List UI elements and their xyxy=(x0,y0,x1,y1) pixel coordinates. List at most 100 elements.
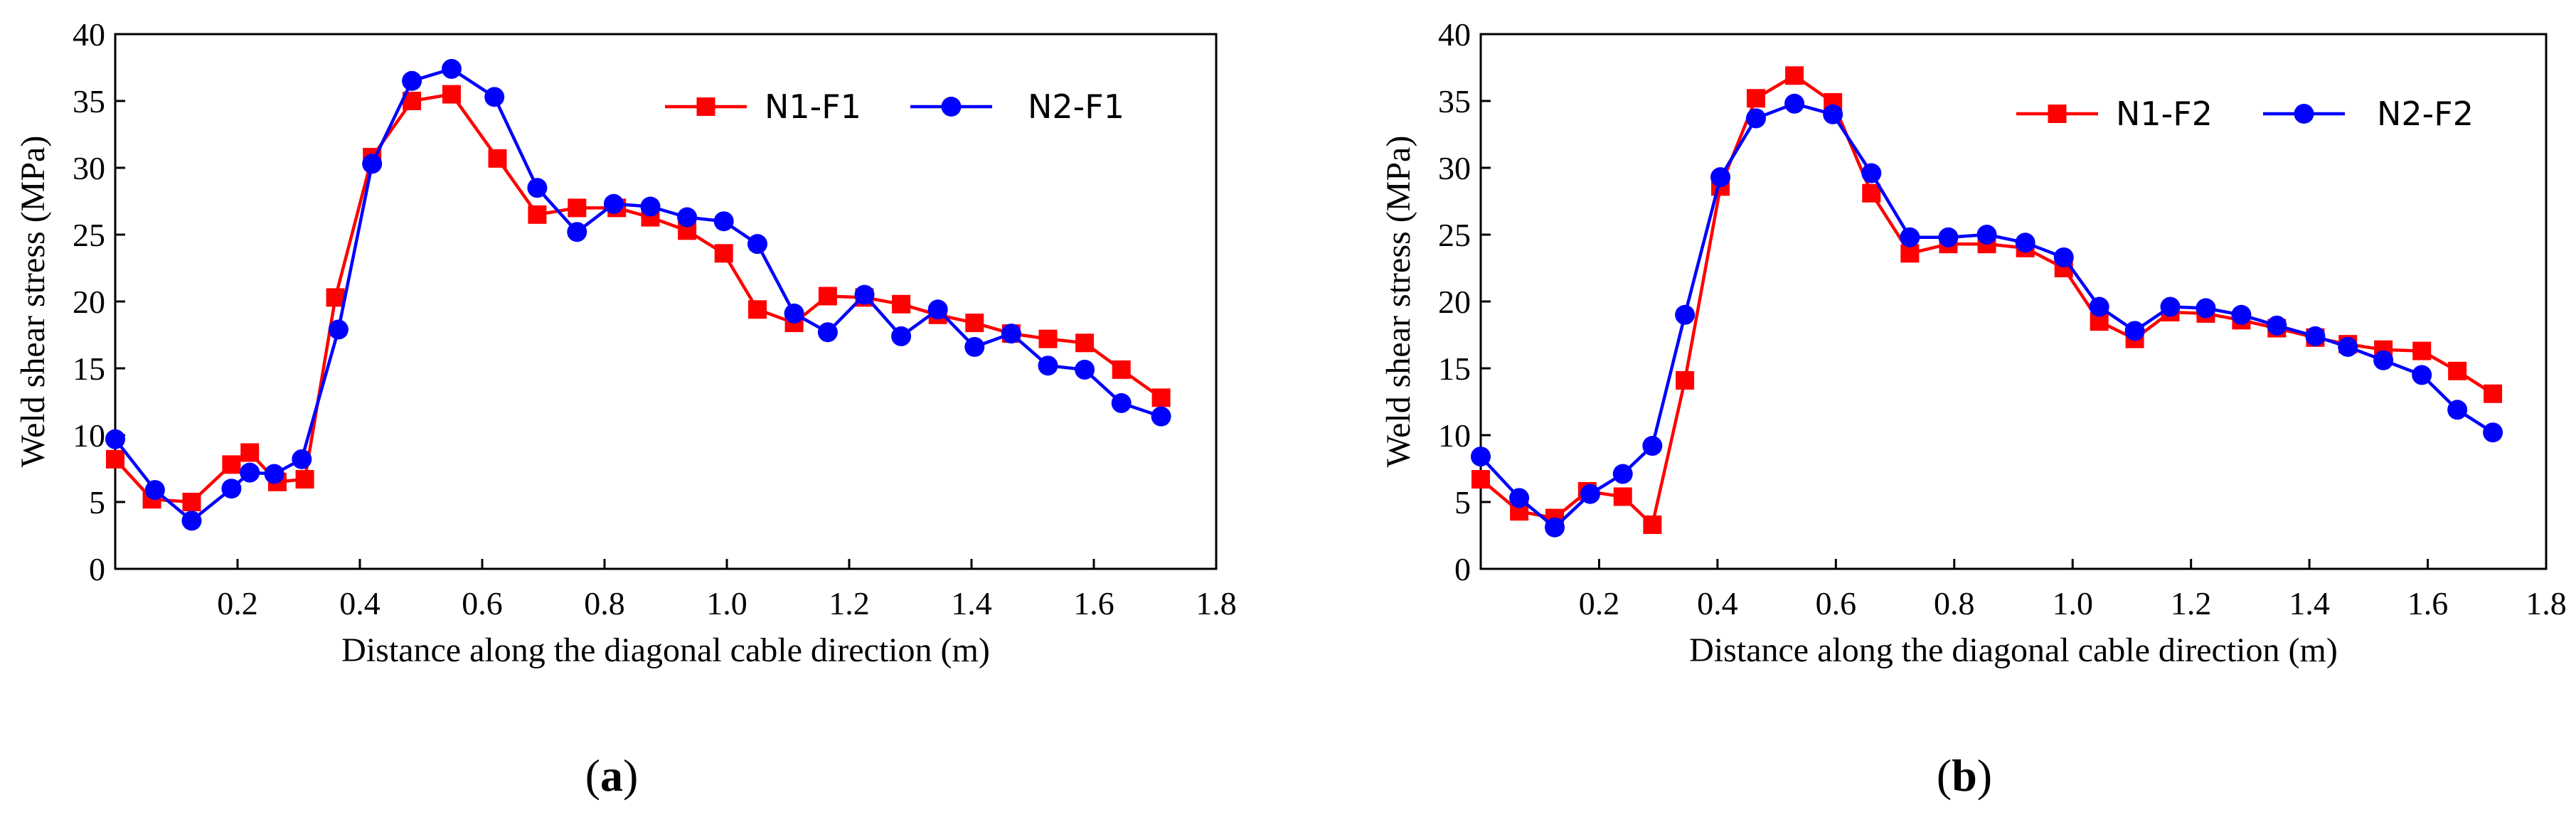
panel-b-y-tick-label: 5 xyxy=(1454,484,1471,520)
panel-a-series-n2-f1-point xyxy=(362,154,383,174)
panel-b-x-tick-label: 1.4 xyxy=(2289,585,2330,621)
panel-b-y-axis-title: Weld shear stress (MPa) xyxy=(1380,136,1417,468)
panel-b-series-n2-f2-point xyxy=(2196,298,2216,319)
panel-a-series-n1-f1-point xyxy=(1038,329,1058,348)
panel-a-series-n2-f1-point xyxy=(1001,324,1021,344)
panel-b-series-n2-f2-point xyxy=(1545,517,1565,538)
panel-b-series-n2-f2-point xyxy=(1823,104,1843,124)
panel-a-series-n1-f1-point xyxy=(326,288,345,307)
panel-a-y-tick-label: 15 xyxy=(73,351,105,387)
panel-b-series-n2-f2-point xyxy=(1675,304,1696,325)
panel-a-series-n2-f1-point xyxy=(854,284,875,305)
panel-a-series-n2-f1-point xyxy=(527,178,548,198)
panel-b-series-n2-f2-point xyxy=(2373,350,2394,370)
panel-a-series-n2-f1-point xyxy=(144,480,165,501)
panel-b-x-tick-label: 0.4 xyxy=(1697,585,1738,621)
panel-b-series-n2-f2-point xyxy=(2231,304,2252,325)
panel-a-series-n2-f1-point xyxy=(603,193,624,214)
panel-b-series-n1-f2-point xyxy=(2448,361,2467,380)
panel-a-series-n2-f1-point xyxy=(292,449,312,469)
panel-b-y-tick-label: 30 xyxy=(1438,150,1471,186)
panel-b-x-tick-label: 1.6 xyxy=(2407,585,2449,621)
panel-b-series-n2-f2-point xyxy=(1745,108,1766,129)
panel-b-series-n2-f2-point xyxy=(1784,93,1805,114)
panel-a-series-n1-f1-point xyxy=(568,198,587,218)
panel-a-series-n1-f1-point xyxy=(818,287,837,306)
panel-b-series-n2-f2-point xyxy=(2412,365,2432,385)
panel-a-series-n2-f1-point xyxy=(1111,393,1132,413)
panel-a-series-n1-f1-point xyxy=(748,300,767,319)
panel-a-series-n2-f1-point xyxy=(442,58,462,79)
panel-a-series-n2-f1-point xyxy=(1038,356,1058,376)
panel-a-chart: 0.2 0.4 0.6 0.8 1.0 1.2 1.4 1.6 1.8 0 5 10 15 20 25 30 3… xyxy=(14,16,1237,801)
panel-b-y-tick-label: 10 xyxy=(1438,417,1471,454)
panel-b-series-n2-f2-point xyxy=(2483,422,2503,443)
panel-a-series-n1-f1-point xyxy=(714,244,733,263)
panel-b-y-tick-label: 0 xyxy=(1454,551,1471,587)
panel-a-series-n2-f1-point xyxy=(817,322,838,343)
panel-a-y-tick-label: 35 xyxy=(73,83,105,119)
panel-a-series-n2-f1-point xyxy=(181,511,202,531)
panel-a-series-n1-f1-point xyxy=(106,449,124,469)
panel-a-caption-open: ( xyxy=(585,750,600,801)
panel-b-series-n1-f2-point xyxy=(1785,66,1804,85)
panel-a-x-axis-title: Distance along the diagonal cable direct… xyxy=(341,631,990,669)
panel-a-series-n2-f1-point xyxy=(221,479,242,499)
panel-b-y-tick-label: 15 xyxy=(1438,351,1471,387)
panel-b-series-n2-f2 xyxy=(1471,93,2503,538)
panel-a-series-n2-f1-point xyxy=(328,319,348,340)
panel-b-series-n2-f2-point xyxy=(2124,321,2145,341)
panel-a-series-n2-f1-point xyxy=(677,207,698,228)
panel-a-series-n2-f1-point xyxy=(240,462,260,483)
panel-a-y-axis-title: Weld shear stress (MPa) xyxy=(14,136,52,468)
panel-b-legend: N1-F2 N2-F2 xyxy=(2016,95,2474,133)
panel-a-series-n1-f1-point xyxy=(442,85,461,104)
panel-a-series-n1-f1 xyxy=(106,85,1171,511)
panel-b-series-n1-f2-point xyxy=(1643,515,1662,534)
panel-b-y-tick-label: 40 xyxy=(1438,16,1471,53)
panel-b-x-tick-label: 1.0 xyxy=(2052,585,2093,621)
panel-a-caption-close: ) xyxy=(623,750,638,801)
panel-a-legend: N1-F1 N2-F1 xyxy=(665,87,1124,126)
panel-b-x-axis-title: Distance along the diagonal cable direct… xyxy=(1689,631,2338,669)
panel-a-series-n2-f1-point xyxy=(747,234,767,255)
panel-b-series-n1-f2 xyxy=(1471,66,2503,534)
panel-a-y-tick-label: 10 xyxy=(73,417,105,454)
panel-b-series-n2-f2-point xyxy=(2338,336,2358,357)
panel-a-series-n1-f1-point xyxy=(1112,360,1131,379)
panel-b-x-tick-label: 1.8 xyxy=(2526,585,2567,621)
panel-b-x-tick-label: 0.6 xyxy=(1816,585,1857,621)
panel-b-series-n2-f2-point xyxy=(1900,227,1920,247)
panel-b-series-n2-f2-point xyxy=(2089,297,2109,317)
panel-a-series-n2-f1-point xyxy=(927,299,948,320)
panel-b-series-n1-f2-point xyxy=(2484,384,2503,403)
panel-a-series-n1-f1-point xyxy=(240,443,260,462)
panel-b-series-n2-f2-line xyxy=(1479,102,2494,529)
panel-b-caption: (b) xyxy=(1937,750,1992,801)
panel-a-series-n1-f1-point xyxy=(295,470,314,489)
panel-b-series-n1-f2-point xyxy=(1862,183,1881,203)
panel-b-caption-letter: b xyxy=(1952,750,1977,801)
panel-b-legend-n1-f2-label: N1-F2 xyxy=(2116,95,2213,133)
panel-a-series-n2-f1-line xyxy=(114,67,1162,523)
panel-b-series-n1-f2-point xyxy=(1613,487,1632,506)
panel-a-y-tick-label: 5 xyxy=(89,484,105,520)
panel-a-series-n2-f1-point xyxy=(640,196,661,217)
panel-a-x-tick-label: 0.2 xyxy=(217,585,258,621)
panel-a-y-tick-label: 40 xyxy=(73,16,105,53)
panel-b-series-n1-f2-point xyxy=(2412,341,2432,361)
panel-b-legend-n2-f2-swatch-marker xyxy=(2294,104,2314,124)
panel-a-series-n2-f1-point xyxy=(567,222,587,242)
panel-a-series-n1-f1-point xyxy=(528,205,547,224)
panel-b-series-n1-f2-point xyxy=(1471,470,1490,489)
panel-b-series-n2-f2-point xyxy=(2160,297,2181,317)
panel-b-series-n1-f2-point xyxy=(1746,89,1765,108)
panel-b-series-n2-f2-point xyxy=(1612,464,1633,484)
panel-a-series-n1-f1-line xyxy=(114,92,1162,504)
panel-a-series-n2-f1-point xyxy=(964,336,985,357)
panel-a-y-tick-label: 20 xyxy=(73,284,105,320)
panel-a-x-tick-label: 1.2 xyxy=(829,585,870,621)
panel-b-series-n2-f2-point xyxy=(1509,488,1530,508)
panel-b-series-n2-f2-point xyxy=(2053,247,2074,267)
